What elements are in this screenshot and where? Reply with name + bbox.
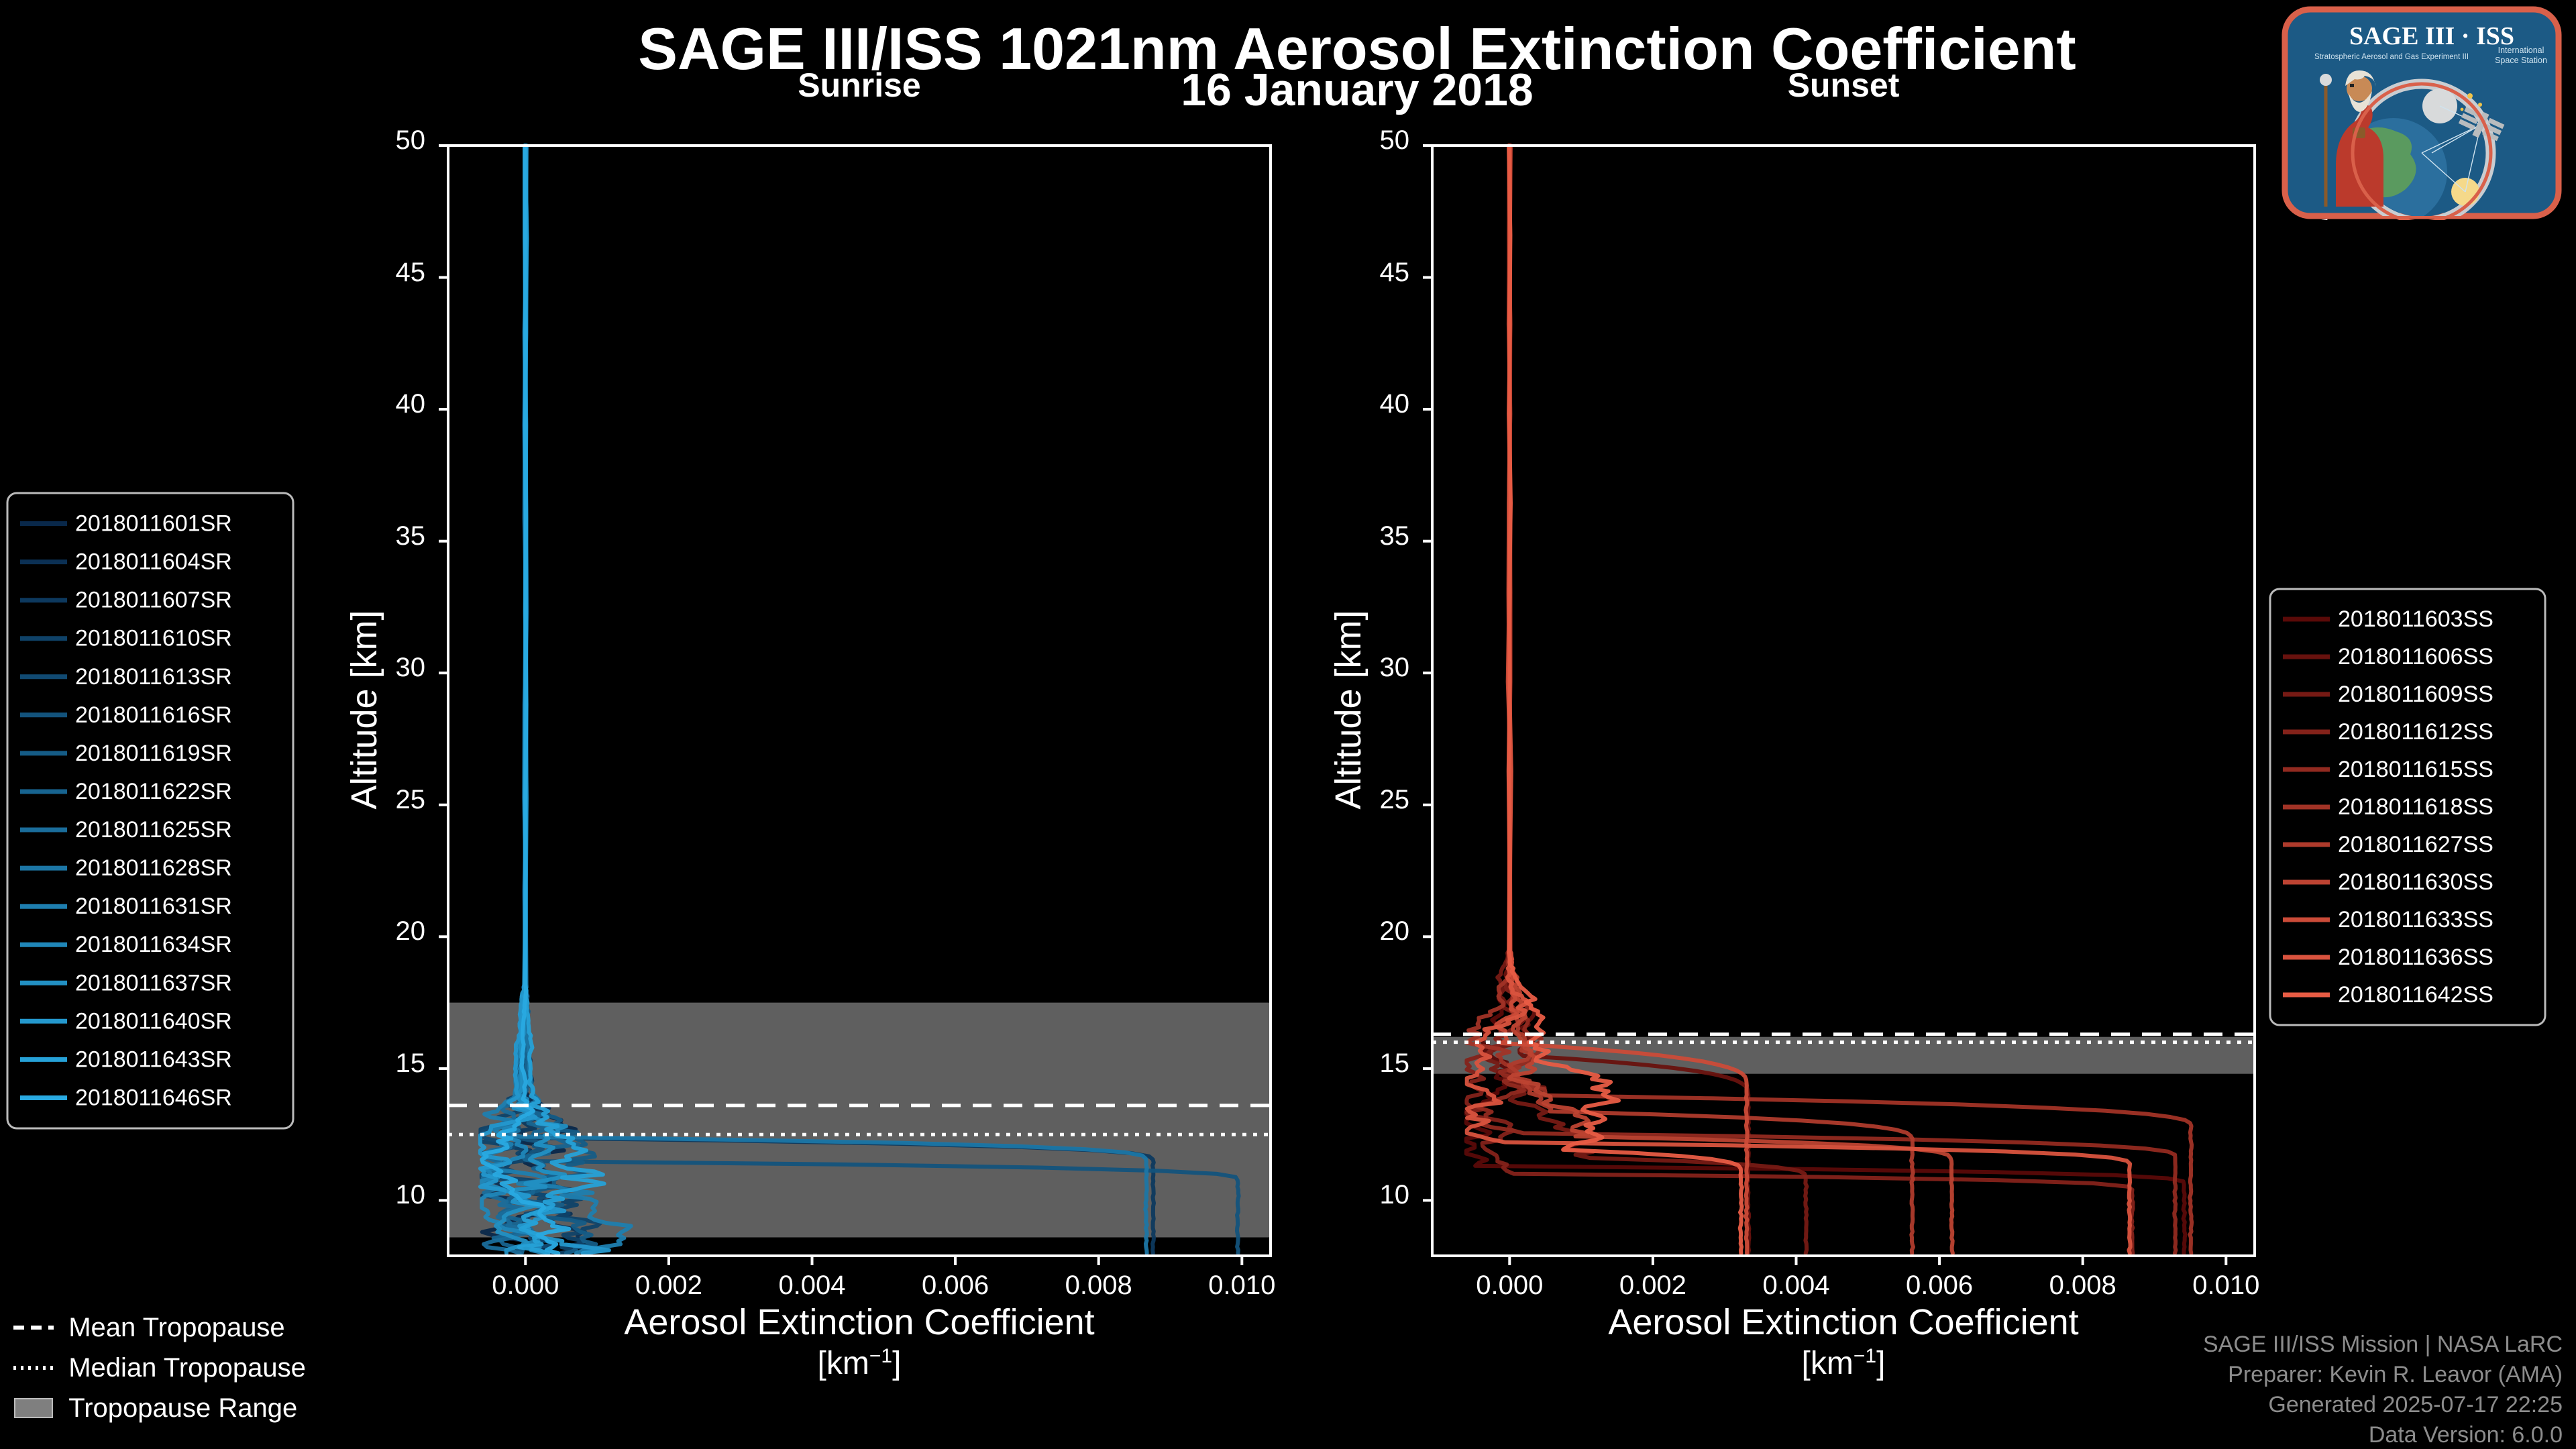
svg-text:2018011612SS: 2018011612SS (2338, 719, 2493, 745)
svg-text:2018011628SR: 2018011628SR (75, 855, 232, 881)
svg-text:2018011633SS: 2018011633SS (2338, 907, 2493, 932)
svg-text:2018011604SR: 2018011604SR (75, 549, 232, 575)
svg-text:2018011634SR: 2018011634SR (75, 932, 232, 957)
svg-text:2018011630SS: 2018011630SS (2338, 869, 2493, 895)
svg-text:2018011616SR: 2018011616SR (75, 702, 232, 728)
svg-text:2018011643SR: 2018011643SR (75, 1046, 232, 1072)
svg-text:2018011615SS: 2018011615SS (2338, 757, 2493, 782)
svg-text:2018011631SR: 2018011631SR (75, 894, 232, 919)
svg-text:2018011636SS: 2018011636SS (2338, 945, 2493, 970)
svg-text:2018011603SS: 2018011603SS (2338, 606, 2493, 632)
svg-text:2018011601SR: 2018011601SR (75, 511, 232, 537)
svg-text:2018011609SS: 2018011609SS (2338, 682, 2493, 707)
svg-text:2018011607SR: 2018011607SR (75, 588, 232, 613)
svg-text:2018011606SS: 2018011606SS (2338, 644, 2493, 669)
svg-text:2018011613SR: 2018011613SR (75, 664, 232, 690)
svg-text:2018011637SR: 2018011637SR (75, 970, 232, 996)
svg-text:2018011610SR: 2018011610SR (75, 626, 232, 651)
svg-text:2018011642SS: 2018011642SS (2338, 982, 2493, 1008)
svg-text:2018011646SR: 2018011646SR (75, 1085, 232, 1111)
svg-text:2018011627SS: 2018011627SS (2338, 832, 2493, 857)
svg-text:2018011625SR: 2018011625SR (75, 817, 232, 843)
svg-text:2018011619SR: 2018011619SR (75, 741, 232, 766)
svg-text:2018011618SS: 2018011618SS (2338, 794, 2493, 820)
svg-text:2018011640SR: 2018011640SR (75, 1008, 232, 1034)
svg-text:2018011622SR: 2018011622SR (75, 779, 232, 804)
